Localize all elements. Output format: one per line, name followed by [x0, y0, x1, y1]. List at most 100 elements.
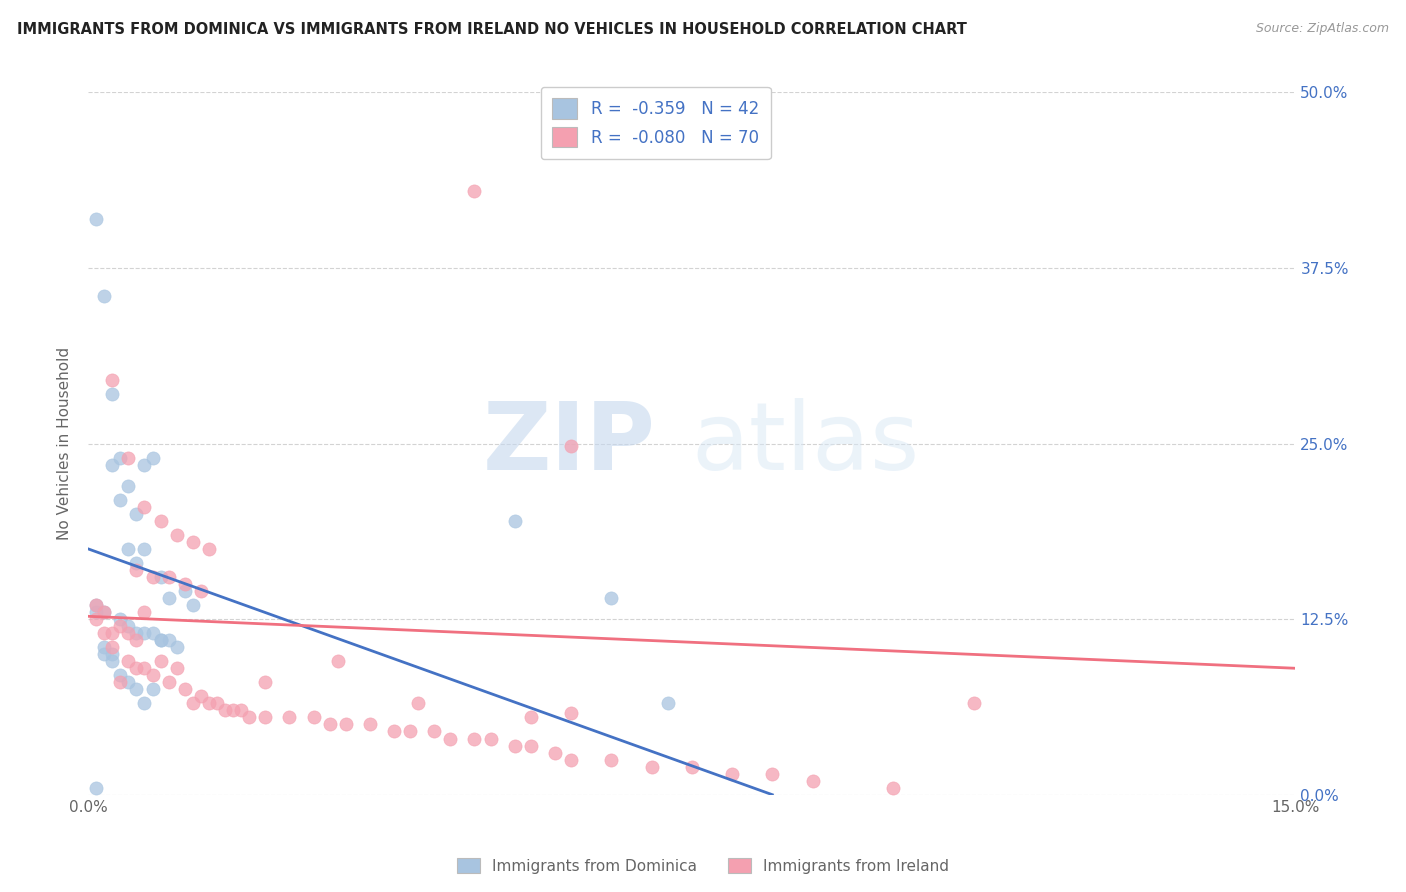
Point — [335, 717, 357, 731]
Point — [600, 591, 623, 605]
Point — [278, 710, 301, 724]
Point — [101, 626, 124, 640]
Point — [84, 598, 107, 612]
Point — [681, 759, 703, 773]
Point — [439, 731, 461, 746]
Point — [173, 584, 195, 599]
Point — [318, 717, 340, 731]
Point — [238, 710, 260, 724]
Point — [173, 577, 195, 591]
Point — [544, 746, 567, 760]
Point — [157, 591, 180, 605]
Point — [157, 633, 180, 648]
Point — [520, 710, 543, 724]
Point — [302, 710, 325, 724]
Point — [101, 458, 124, 472]
Text: atlas: atlas — [692, 398, 920, 490]
Point — [149, 654, 172, 668]
Point — [93, 289, 115, 303]
Point — [84, 598, 107, 612]
Point — [157, 675, 180, 690]
Point — [560, 706, 582, 721]
Point — [721, 766, 744, 780]
Point — [181, 598, 204, 612]
Point — [84, 211, 107, 226]
Point — [134, 541, 156, 556]
Point — [166, 661, 188, 675]
Point — [141, 668, 163, 682]
Point — [110, 668, 132, 682]
Point — [134, 500, 156, 514]
Point — [117, 619, 139, 633]
Point — [110, 450, 132, 465]
Point — [101, 654, 124, 668]
Point — [125, 556, 148, 570]
Point — [882, 780, 904, 795]
Point — [149, 514, 172, 528]
Point — [166, 640, 188, 655]
Point — [141, 626, 163, 640]
Point — [141, 682, 163, 697]
Point — [101, 373, 124, 387]
Point — [479, 731, 502, 746]
Point — [141, 450, 163, 465]
Point — [110, 612, 132, 626]
Point — [134, 458, 156, 472]
Point — [157, 570, 180, 584]
Point — [205, 697, 228, 711]
Point — [125, 626, 148, 640]
Point — [254, 675, 277, 690]
Point — [125, 633, 148, 648]
Point — [93, 640, 115, 655]
Point — [110, 675, 132, 690]
Point — [423, 724, 446, 739]
Point — [125, 682, 148, 697]
Point — [134, 626, 156, 640]
Point — [84, 605, 107, 619]
Point — [962, 697, 984, 711]
Point — [93, 605, 115, 619]
Point — [149, 633, 172, 648]
Point — [520, 739, 543, 753]
Point — [359, 717, 381, 731]
Point — [173, 682, 195, 697]
Point — [190, 584, 212, 599]
Point — [141, 570, 163, 584]
Point — [134, 605, 156, 619]
Point — [125, 507, 148, 521]
Point — [101, 387, 124, 401]
Point — [110, 492, 132, 507]
Point — [93, 605, 115, 619]
Point — [229, 703, 252, 717]
Point — [101, 647, 124, 661]
Point — [463, 184, 485, 198]
Point — [181, 534, 204, 549]
Point — [117, 654, 139, 668]
Point — [503, 514, 526, 528]
Point — [761, 766, 783, 780]
Point — [181, 697, 204, 711]
Point — [117, 541, 139, 556]
Point — [198, 697, 221, 711]
Legend: R =  -0.359   N = 42, R =  -0.080   N = 70: R = -0.359 N = 42, R = -0.080 N = 70 — [541, 87, 770, 159]
Legend: Immigrants from Dominica, Immigrants from Ireland: Immigrants from Dominica, Immigrants fro… — [451, 852, 955, 880]
Point — [84, 612, 107, 626]
Point — [214, 703, 236, 717]
Point — [198, 541, 221, 556]
Point — [125, 661, 148, 675]
Point — [134, 697, 156, 711]
Y-axis label: No Vehicles in Household: No Vehicles in Household — [58, 347, 72, 540]
Point — [149, 633, 172, 648]
Point — [110, 619, 132, 633]
Point — [503, 739, 526, 753]
Text: Source: ZipAtlas.com: Source: ZipAtlas.com — [1256, 22, 1389, 36]
Point — [134, 661, 156, 675]
Point — [93, 647, 115, 661]
Point — [117, 675, 139, 690]
Point — [125, 563, 148, 577]
Point — [117, 478, 139, 492]
Point — [657, 697, 679, 711]
Point — [600, 753, 623, 767]
Point — [560, 753, 582, 767]
Point — [463, 731, 485, 746]
